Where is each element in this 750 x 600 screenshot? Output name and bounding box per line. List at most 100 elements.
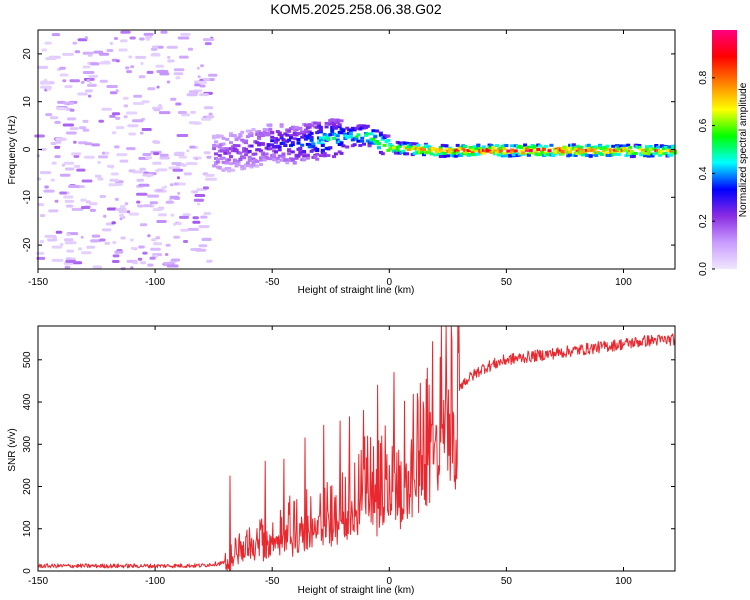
- spectrogram-cell: [442, 152, 447, 155]
- spectrogram-cell: [63, 195, 74, 199]
- spectrogram-cell: [64, 265, 71, 269]
- spectrogram-cell: [275, 160, 280, 164]
- spectrogram-cell: [125, 66, 130, 70]
- spectrogram-cell: [44, 41, 52, 45]
- spectrogram-cell: [292, 131, 297, 135]
- spectrogram-cell: [39, 240, 45, 244]
- spectrogram-cell: [422, 153, 426, 157]
- spectrogram-cell: [129, 36, 136, 40]
- spectrogram-cell: [91, 143, 100, 147]
- spectrogram-cell: [481, 151, 486, 155]
- spectrogram-cell: [292, 161, 297, 165]
- spectrogram-cell: [326, 138, 331, 141]
- spectrogram-cell: [192, 220, 201, 224]
- spectrogram-cell: [165, 243, 171, 247]
- spectrogram-cell: [300, 135, 305, 139]
- spectrogram-cell: [166, 80, 171, 84]
- spectrogram-cell: [437, 150, 441, 154]
- spectrogram-cell: [41, 48, 47, 52]
- spectrogram-cell: [167, 59, 175, 63]
- spectrogram-cell: [268, 127, 273, 131]
- spectrogram-cell: [87, 53, 93, 57]
- spectrogram-cell: [255, 141, 260, 145]
- spectrogram-cell: [274, 158, 278, 162]
- spectrogram-cell: [55, 140, 62, 144]
- spectrogram-cell: [287, 152, 292, 156]
- spectrogram-cell: [166, 264, 179, 268]
- spectrogram-cell: [153, 108, 161, 112]
- spectrogram-cell: [197, 80, 208, 84]
- spectrogram-cell: [164, 253, 169, 256]
- spectrogram-cell: [309, 131, 314, 135]
- spectrogram-cell: [311, 145, 316, 148]
- spectrogram-cell: [560, 152, 565, 156]
- spectrogram-cell: [203, 77, 210, 81]
- spectrogram-cell: [82, 128, 90, 132]
- spectrogram-cell: [202, 38, 215, 42]
- spectrogram-cell: [337, 125, 342, 129]
- spectrogram-cell: [616, 148, 621, 151]
- spectrogram-cell: [294, 156, 299, 160]
- spectrogram-cell: [566, 146, 571, 150]
- spectrogram-cell: [206, 115, 215, 119]
- spectrogram-cell: [528, 148, 533, 152]
- spectrogram-cell: [142, 153, 152, 156]
- spectrogram-cell: [551, 154, 556, 158]
- spectrogram-cell: [114, 197, 119, 201]
- spectrogram-cell: [318, 154, 323, 158]
- spectrogram-y-tick-label: 20: [22, 48, 33, 60]
- spectrogram-cell: [158, 111, 171, 115]
- spectrogram-cell: [66, 131, 77, 135]
- spectrogram-cell: [223, 147, 228, 150]
- spectrogram-cell: [382, 144, 387, 147]
- spectrogram-cell: [85, 89, 93, 93]
- spectrogram-cell: [658, 153, 662, 157]
- spectrogram-y-tick-label: -20: [22, 237, 33, 252]
- spectrogram-x-tick-label: 50: [501, 277, 513, 288]
- spectrogram-cell: [669, 153, 674, 157]
- spectrogram-cell: [343, 132, 348, 136]
- spectrogram-cell: [238, 133, 243, 136]
- spectrogram-cell: [352, 143, 357, 147]
- spectrogram-x-tick-label: -50: [265, 277, 280, 288]
- spectrogram-cell: [229, 162, 233, 166]
- spectrogram-cell: [277, 154, 282, 158]
- spectrogram-cell: [485, 148, 490, 151]
- spectrogram-cell: [358, 124, 363, 128]
- spectrogram-cell: [611, 144, 616, 148]
- spectrogram-cell: [59, 191, 67, 195]
- spectrogram-cell: [67, 117, 77, 121]
- spectrogram-cell: [73, 140, 77, 144]
- snr-x-tick-label: 0: [387, 576, 393, 587]
- spectrogram-cells: [34, 30, 677, 271]
- spectrogram-cell: [140, 261, 147, 265]
- spectrogram-cell: [143, 32, 154, 36]
- spectrogram-cell: [311, 148, 316, 152]
- spectrogram-cell: [607, 147, 612, 151]
- spectrogram-cell: [139, 223, 148, 227]
- spectrogram-cell: [556, 146, 561, 150]
- spectrogram-cell: [259, 156, 263, 160]
- spectrogram-cell: [348, 132, 353, 136]
- spectrogram-x-tick-label: -100: [145, 277, 165, 288]
- spectrogram-plot-area: [38, 30, 675, 269]
- spectrogram-cell: [549, 143, 554, 147]
- spectrogram-cell: [46, 87, 52, 91]
- spectrogram-cell: [173, 235, 180, 239]
- spectrogram-cell: [573, 153, 578, 157]
- spectrogram-cell: [586, 143, 591, 147]
- spectrogram-cell: [170, 97, 177, 101]
- spectrogram-cell: [360, 136, 365, 140]
- spectrogram-cell: [320, 144, 325, 147]
- spectrogram-cell: [169, 195, 180, 199]
- spectrogram-cell: [302, 152, 307, 155]
- spectrogram-cell: [463, 145, 468, 148]
- spectrogram-y-tick-label: 10: [22, 96, 33, 108]
- spectrogram-cell: [133, 94, 143, 98]
- spectrogram-cell: [106, 207, 117, 211]
- spectrogram-cell: [348, 128, 353, 132]
- spectrogram-cell: [152, 45, 160, 49]
- spectrogram-cell: [217, 154, 222, 157]
- spectrogram-cell: [466, 148, 471, 152]
- spectrogram-cell: [470, 150, 475, 154]
